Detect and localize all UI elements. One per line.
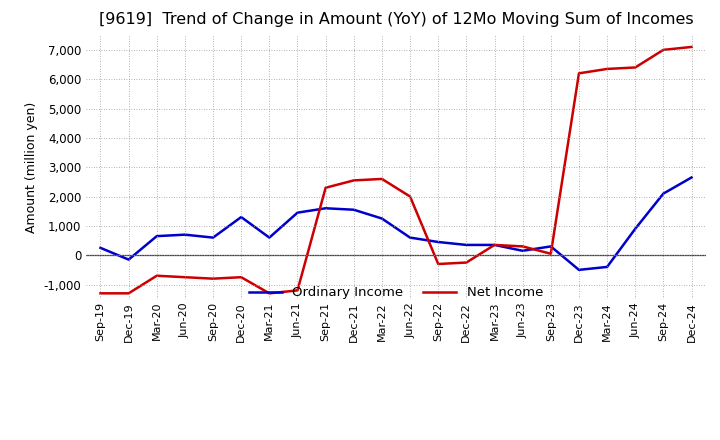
Ordinary Income (462, 242, 471, 248)
Net Income (490, 242, 499, 248)
Net Income (631, 65, 639, 70)
Ordinary Income (181, 232, 189, 237)
Net Income (209, 276, 217, 281)
Line: Ordinary Income: Ordinary Income (101, 177, 691, 270)
Net Income (603, 66, 611, 72)
Net Income (659, 47, 667, 52)
Net Income (546, 251, 555, 257)
Y-axis label: Amount (million yen): Amount (million yen) (25, 102, 38, 233)
Line: Net Income: Net Income (101, 47, 691, 293)
Net Income (462, 260, 471, 265)
Ordinary Income (687, 175, 696, 180)
Net Income (687, 44, 696, 50)
Net Income (237, 275, 246, 280)
Net Income (321, 185, 330, 191)
Net Income (349, 178, 358, 183)
Ordinary Income (265, 235, 274, 240)
Ordinary Income (153, 234, 161, 239)
Net Income (406, 194, 415, 199)
Ordinary Income (659, 191, 667, 196)
Ordinary Income (237, 214, 246, 220)
Ordinary Income (321, 205, 330, 211)
Ordinary Income (603, 264, 611, 270)
Net Income (153, 273, 161, 279)
Ordinary Income (546, 244, 555, 249)
Ordinary Income (377, 216, 386, 221)
Ordinary Income (349, 207, 358, 213)
Net Income (96, 291, 105, 296)
Ordinary Income (575, 267, 583, 272)
Ordinary Income (518, 248, 527, 253)
Net Income (377, 176, 386, 182)
Net Income (434, 261, 443, 267)
Legend: Ordinary Income, Net Income: Ordinary Income, Net Income (243, 281, 549, 304)
Title: [9619]  Trend of Change in Amount (YoY) of 12Mo Moving Sum of Incomes: [9619] Trend of Change in Amount (YoY) o… (99, 12, 693, 27)
Ordinary Income (125, 257, 133, 262)
Net Income (265, 291, 274, 296)
Net Income (181, 275, 189, 280)
Net Income (575, 71, 583, 76)
Ordinary Income (96, 245, 105, 250)
Ordinary Income (406, 235, 415, 240)
Ordinary Income (434, 239, 443, 245)
Net Income (518, 244, 527, 249)
Net Income (125, 291, 133, 296)
Net Income (293, 288, 302, 293)
Ordinary Income (209, 235, 217, 240)
Ordinary Income (631, 226, 639, 231)
Ordinary Income (490, 242, 499, 248)
Ordinary Income (293, 210, 302, 215)
